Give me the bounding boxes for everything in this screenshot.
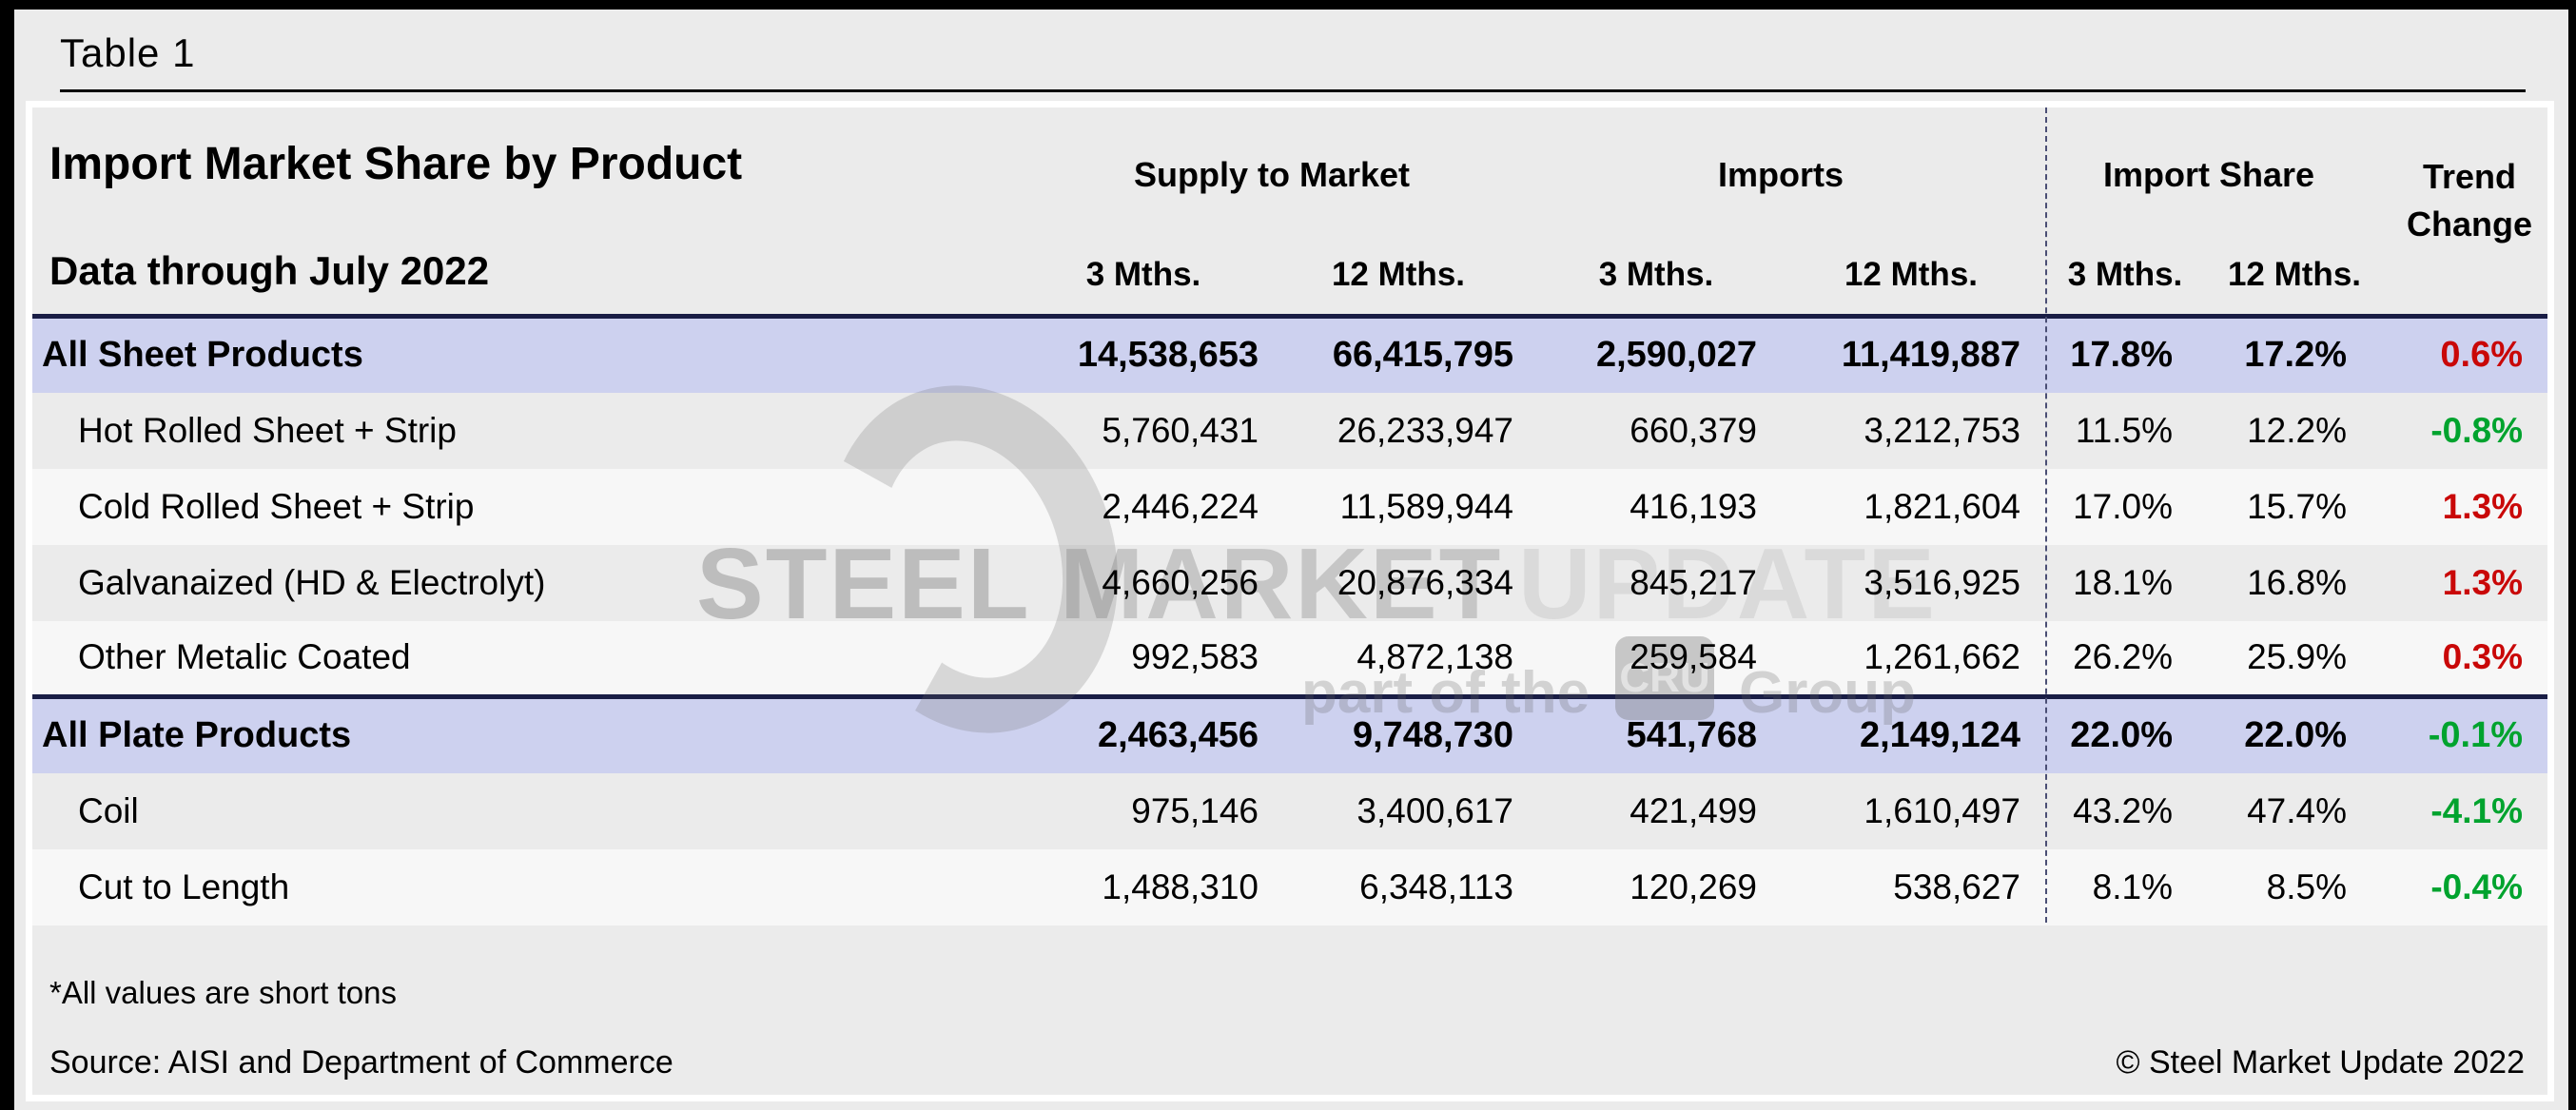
subheader-imports-3m: 3 Mths. [1598,256,1714,293]
cell-product: Cut to Length [32,848,686,925]
table-body: All Sheet Products 14,538,653 66,415,795 2,… [32,314,2547,925]
cell-supply-12m: 20,876,334 [1283,544,1538,621]
import-share-table: All Sheet Products 14,538,653 66,415,795 2,… [32,314,2547,925]
cell-imports-3m: 421,499 [1538,772,1782,849]
cell-imports-12m: 1,610,497 [1782,772,2045,849]
cell-supply-3m: 14,538,653 [686,314,1283,393]
cell-supply-3m: 1,488,310 [686,848,1283,925]
cell-supply-3m: 4,660,256 [686,544,1283,621]
cell-supply-12m: 6,348,113 [1283,848,1538,925]
cell-share-3m: 17.0% [2045,468,2194,545]
column-group-imports: Imports [1717,155,1844,194]
cell-imports-12m: 3,212,753 [1782,392,2045,469]
cell-share-12m: 16.8% [2194,544,2360,621]
cell-trend-change: -0.8% [2360,392,2547,469]
cell-trend-change: -0.1% [2360,694,2547,773]
cell-trend-change: -0.4% [2360,848,2547,925]
cell-supply-3m: 5,760,431 [686,392,1283,469]
dashed-column-separator [2045,107,2047,923]
cell-supply-3m: 975,146 [686,772,1283,849]
total-row: All Sheet Products 14,538,653 66,415,795 2,… [32,314,2547,393]
cell-supply-12m: 11,589,944 [1283,468,1538,545]
column-group-trend-change: Trend Change [2327,153,2576,248]
cell-trend-change: 0.6% [2360,314,2547,393]
cell-imports-12m: 2,149,124 [1782,694,2045,773]
product-row: Other Metalic Coated 992,583 4,872,138 259,… [32,620,2547,697]
cell-imports-3m: 660,379 [1538,392,1782,469]
cell-supply-12m: 9,748,730 [1283,694,1538,773]
import-share-panel: STEEL MARKET UPDATE part of the CRU Grou… [26,101,2554,1101]
header-rule [60,89,2526,92]
cell-share-3m: 18.1% [2045,544,2194,621]
trend-label-line2: Change [2406,204,2532,243]
cell-trend-change: 1.3% [2360,468,2547,545]
cell-share-3m: 17.8% [2045,314,2194,393]
cell-product: All Plate Products [32,694,686,773]
cell-share-3m: 8.1% [2045,848,2194,925]
cell-trend-change: 0.3% [2360,620,2547,697]
cell-supply-12m: 4,872,138 [1283,620,1538,697]
cell-share-3m: 22.0% [2045,694,2194,773]
cell-imports-3m: 416,193 [1538,468,1782,545]
cell-product: Other Metalic Coated [32,620,686,697]
column-group-import-share: Import Share [2102,155,2315,194]
cell-imports-12m: 538,627 [1782,848,2045,925]
cell-imports-12m: 1,261,662 [1782,620,2045,697]
page-background: Table 1 STEEL MARKET UPDATE part of the … [14,10,2568,1110]
cell-supply-12m: 26,233,947 [1283,392,1538,469]
cell-imports-12m: 11,419,887 [1782,314,2045,393]
cell-trend-change: -4.1% [2360,772,2547,849]
cell-share-12m: 15.7% [2194,468,2360,545]
cell-supply-12m: 66,415,795 [1283,314,1538,393]
source-note: Source: AISI and Department of Commerce [49,1044,673,1081]
subheader-supply-3m: 3 Mths. [1085,256,1201,293]
cell-share-12m: 47.4% [2194,772,2360,849]
subheader-supply-12m: 12 Mths. [1331,256,1466,293]
cell-imports-3m: 541,768 [1538,694,1782,773]
cell-share-12m: 8.5% [2194,848,2360,925]
cell-product: Coil [32,772,686,849]
cell-share-12m: 22.0% [2194,694,2360,773]
page-subtitle: Data through July 2022 [49,248,490,293]
cell-imports-12m: 1,821,604 [1782,468,2045,545]
units-note: *All values are short tons [49,975,398,1010]
cell-supply-3m: 2,446,224 [686,468,1283,545]
product-row: Hot Rolled Sheet + Strip 5,760,431 26,233,… [32,392,2547,469]
cell-share-3m: 26.2% [2045,620,2194,697]
cell-share-12m: 12.2% [2194,392,2360,469]
trend-label-line1: Trend [2422,157,2516,196]
total-row: All Plate Products 2,463,456 9,748,730 541,… [32,694,2547,773]
cell-imports-12m: 3,516,925 [1782,544,2045,621]
product-row: Coil 975,146 3,400,617 421,499 1,610,497 43.2… [32,772,2547,849]
cell-product: Hot Rolled Sheet + Strip [32,392,686,469]
cell-imports-3m: 120,269 [1538,848,1782,925]
product-row: Cold Rolled Sheet + Strip 2,446,224 11,589… [32,468,2547,545]
cell-share-3m: 11.5% [2045,392,2194,469]
cell-product: Cold Rolled Sheet + Strip [32,468,686,545]
subheader-imports-12m: 12 Mths. [1844,256,1979,293]
page-title: Import Market Share by Product [49,139,743,189]
cell-share-12m: 17.2% [2194,314,2360,393]
cell-imports-3m: 259,584 [1538,620,1782,697]
subheader-share-3m: 3 Mths. [2067,256,2183,293]
table-number-label: Table 1 [60,30,196,75]
cell-share-12m: 25.9% [2194,620,2360,697]
cell-product: Galvanaized (HD & Electrolyt) [32,544,686,621]
cell-product: All Sheet Products [32,314,686,393]
column-group-supply: Supply to Market [1133,155,1411,194]
product-row: Cut to Length 1,488,310 6,348,113 120,269 53… [32,848,2547,925]
cell-supply-3m: 992,583 [686,620,1283,697]
cell-share-3m: 43.2% [2045,772,2194,849]
cell-supply-12m: 3,400,617 [1283,772,1538,849]
subheader-share-12m: 12 Mths. [2227,256,2362,293]
cell-imports-3m: 845,217 [1538,544,1782,621]
cell-trend-change: 1.3% [2360,544,2547,621]
cell-imports-3m: 2,590,027 [1538,314,1782,393]
copyright-note: © Steel Market Update 2022 [2116,1044,2525,1081]
product-row: Galvanaized (HD & Electrolyt) 4,660,256 20… [32,544,2547,621]
cell-supply-3m: 2,463,456 [686,694,1283,773]
